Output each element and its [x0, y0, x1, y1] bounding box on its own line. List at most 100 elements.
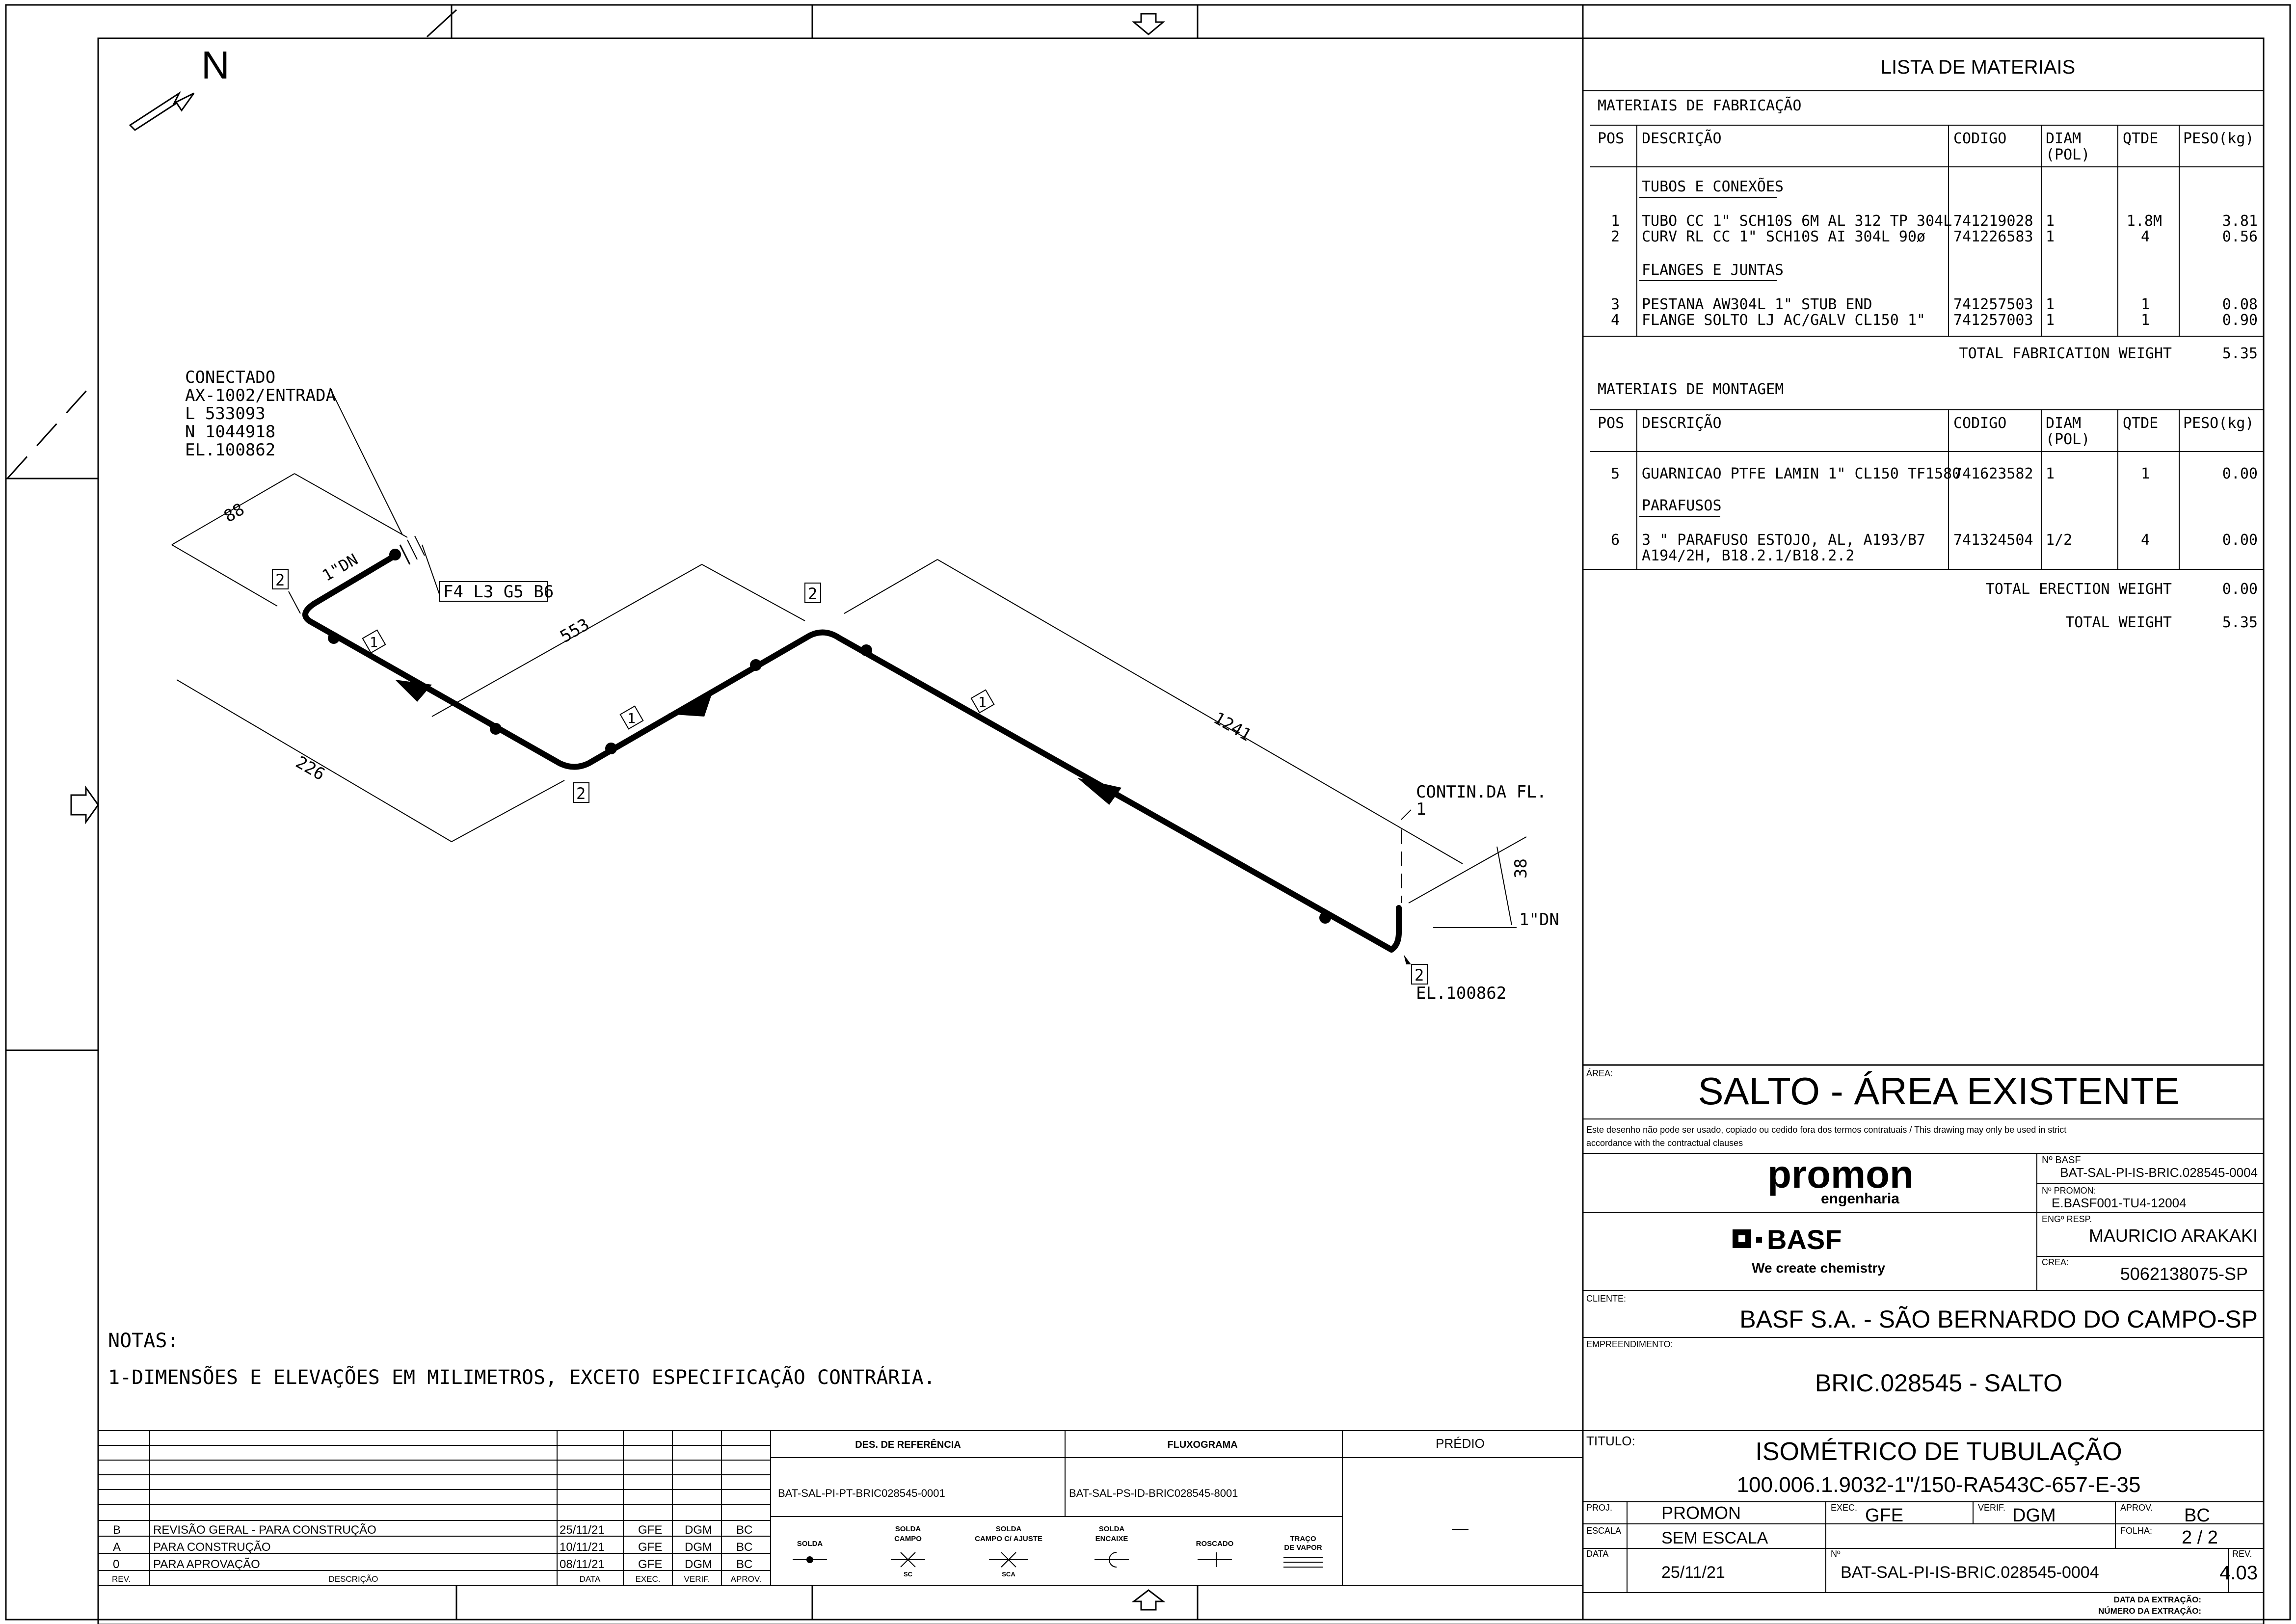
svg-text:BC: BC	[736, 1558, 752, 1571]
arrow-up-icon	[1131, 1589, 1166, 1611]
svg-text:5.35: 5.35	[2222, 614, 2258, 631]
svg-text:1: 1	[1416, 799, 1426, 819]
svg-text:4: 4	[2141, 228, 2150, 245]
svg-text:GFE: GFE	[1865, 1505, 1903, 1526]
svg-text:741257003: 741257003	[1953, 312, 2033, 329]
svg-text:E.BASF001-TU4-12004: E.BASF001-TU4-12004	[2052, 1196, 2187, 1210]
svg-text:CURV RL CC 1" SCH10S AI 304L 9: CURV RL CC 1" SCH10S AI 304L 90ø	[1642, 228, 1925, 245]
svg-text:DATA: DATA	[580, 1574, 601, 1584]
svg-text:TRAÇO: TRAÇO	[1290, 1535, 1316, 1543]
svg-text:PROJ.: PROJ.	[1586, 1503, 1612, 1513]
svg-text:GUARNICAO PTFE LAMIN 1" CL150: GUARNICAO PTFE LAMIN 1" CL150 TF1580	[1642, 465, 1961, 482]
svg-text:CONTIN.DA FL.: CONTIN.DA FL.	[1416, 782, 1547, 802]
svg-text:TOTAL WEIGHT: TOTAL WEIGHT	[2065, 614, 2172, 631]
svg-text:4: 4	[1611, 312, 1620, 329]
svg-text:SOLDA: SOLDA	[1099, 1525, 1125, 1533]
svg-text:1: 1	[2141, 296, 2150, 313]
svg-text:Nº BASF: Nº BASF	[2042, 1155, 2081, 1166]
svg-text:DGM: DGM	[685, 1523, 712, 1537]
svg-text:1: 1	[2046, 465, 2055, 482]
north-arrow: N	[129, 43, 230, 131]
arrow-right-icon	[70, 785, 99, 825]
svg-text:N 1044918: N 1044918	[185, 422, 275, 442]
svg-text:BAT-SAL-PI-IS-BRIC.028545-0004: BAT-SAL-PI-IS-BRIC.028545-0004	[1841, 1563, 2099, 1582]
svg-text:DIAM: DIAM	[2046, 130, 2081, 147]
svg-text:38: 38	[1511, 858, 1531, 879]
svg-text:(POL): (POL)	[2046, 431, 2090, 448]
svg-text:FLANGE SOLTO LJ AC/GALV CL150: FLANGE SOLTO LJ AC/GALV CL150 1"	[1642, 312, 1925, 329]
svg-text:DGM: DGM	[2012, 1505, 2056, 1526]
svg-text:CODIGO: CODIGO	[1953, 415, 2006, 432]
svg-text:accordance with the contractua: accordance with the contractual clauses	[1586, 1138, 1743, 1148]
svg-text:PESO(kg): PESO(kg)	[2183, 415, 2254, 432]
svg-text:POS: POS	[1598, 130, 1624, 147]
svg-text:10/11/21: 10/11/21	[560, 1541, 605, 1554]
svg-text:DGM: DGM	[685, 1541, 712, 1554]
svg-text:We create chemistry: We create chemistry	[1752, 1260, 1885, 1276]
svg-text:PESTANA AW304L 1" STUB END: PESTANA AW304L 1" STUB END	[1642, 296, 1872, 313]
svg-text:3.81: 3.81	[2222, 213, 2258, 230]
svg-text:1: 1	[2141, 312, 2150, 329]
svg-text:0.00: 0.00	[2222, 465, 2258, 482]
svg-text:SCA: SCA	[1002, 1571, 1015, 1578]
revision-block: DES. DE REFERÊNCIA BAT-SAL-PI-PT-BRIC028…	[98, 1430, 1583, 1586]
svg-text:EXEC.: EXEC.	[1831, 1503, 1857, 1513]
isometric-pipe	[302, 535, 1402, 953]
svg-text:EMPREENDIMENTO:: EMPREENDIMENTO:	[1586, 1339, 1673, 1349]
svg-text:DIAM: DIAM	[2046, 415, 2081, 432]
svg-text:DESCRIÇÃO: DESCRIÇÃO	[1642, 414, 1722, 432]
svg-text:ISOMÉTRICO DE TUBULAÇÃO: ISOMÉTRICO DE TUBULAÇÃO	[1755, 1438, 2122, 1466]
svg-text:Nº PROMON:: Nº PROMON:	[2042, 1186, 2096, 1196]
svg-text:0.90: 0.90	[2222, 312, 2258, 329]
svg-text:2: 2	[808, 585, 817, 603]
svg-text:POS: POS	[1598, 415, 1624, 432]
svg-text:BRIC.028545 - SALTO: BRIC.028545 - SALTO	[1815, 1369, 2062, 1397]
svg-text:2: 2	[576, 784, 586, 803]
svg-text:APROV.: APROV.	[2120, 1503, 2153, 1513]
svg-text:A: A	[113, 1541, 121, 1554]
svg-text:FLUXOGRAMA: FLUXOGRAMA	[1167, 1439, 1237, 1450]
svg-text:PROMON: PROMON	[1661, 1503, 1741, 1523]
svg-text:VERIF.: VERIF.	[684, 1574, 710, 1584]
svg-text:ENCAIXE: ENCAIXE	[1095, 1535, 1128, 1543]
svg-text:1: 1	[1611, 213, 1620, 230]
svg-text:CAMPO C/ AJUSTE: CAMPO C/ AJUSTE	[975, 1535, 1042, 1543]
svg-text:TUBOS E CONEXÕES: TUBOS E CONEXÕES	[1642, 177, 1784, 195]
svg-text:1: 1	[2046, 228, 2055, 245]
svg-text:CODIGO: CODIGO	[1953, 130, 2006, 147]
svg-text:B: B	[113, 1523, 121, 1537]
arrow-down-icon	[1131, 13, 1166, 35]
svg-text:2: 2	[1415, 966, 1424, 985]
svg-text:SOLDA: SOLDA	[996, 1525, 1022, 1533]
svg-text:N: N	[201, 43, 230, 87]
svg-text:ROSCADO: ROSCADO	[1196, 1540, 1234, 1548]
svg-text:4.03: 4.03	[2219, 1562, 2258, 1584]
svg-text:1-DIMENSÕES E ELEVAÇÕES EM MIL: 1-DIMENSÕES E ELEVAÇÕES EM MILIMETROS, E…	[108, 1365, 935, 1389]
svg-text:1: 1	[978, 694, 987, 710]
svg-text:0.56: 0.56	[2222, 228, 2258, 245]
svg-text:REV.: REV.	[112, 1574, 131, 1584]
svg-text:F4 L3 G5 B6: F4 L3 G5 B6	[443, 582, 554, 602]
svg-text:MAURICIO ARAKAKI: MAURICIO ARAKAKI	[2089, 1225, 2258, 1246]
north-arrow-icon	[129, 91, 195, 131]
svg-text:ÁREA:: ÁREA:	[1586, 1068, 1613, 1078]
svg-text:DE VAPOR: DE VAPOR	[1284, 1544, 1322, 1552]
svg-text:engenharia: engenharia	[1821, 1191, 1899, 1207]
svg-text:5.35: 5.35	[2222, 345, 2258, 362]
svg-text:DGM: DGM	[685, 1558, 712, 1571]
svg-text:EL.100862: EL.100862	[1416, 984, 1506, 1003]
svg-text:5: 5	[1611, 465, 1620, 482]
svg-text:1: 1	[370, 634, 378, 650]
svg-text:REVISÃO GERAL - PARA CONSTRUÇÃ: REVISÃO GERAL - PARA CONSTRUÇÃO	[153, 1523, 376, 1537]
svg-text:BC: BC	[736, 1523, 752, 1537]
svg-text:NOTAS:: NOTAS:	[108, 1330, 179, 1352]
item-tags: 2 2 2 2 1 1 1 CONTIN.DA FL. 1 1"DN EL.10…	[272, 569, 1559, 1003]
svg-text:NÚMERO DA EXTRAÇÃO:: NÚMERO DA EXTRAÇÃO:	[2098, 1606, 2201, 1616]
svg-text:1/2: 1/2	[2046, 532, 2072, 549]
sheet-frame	[5, 4, 2291, 1624]
svg-text:1: 1	[2046, 213, 2055, 230]
svg-text:L 533093: L 533093	[185, 404, 266, 424]
svg-text:REV.: REV.	[2232, 1549, 2252, 1559]
svg-text:BAT-SAL-PS-ID-BRIC028545-8001: BAT-SAL-PS-ID-BRIC028545-8001	[1069, 1487, 1238, 1499]
